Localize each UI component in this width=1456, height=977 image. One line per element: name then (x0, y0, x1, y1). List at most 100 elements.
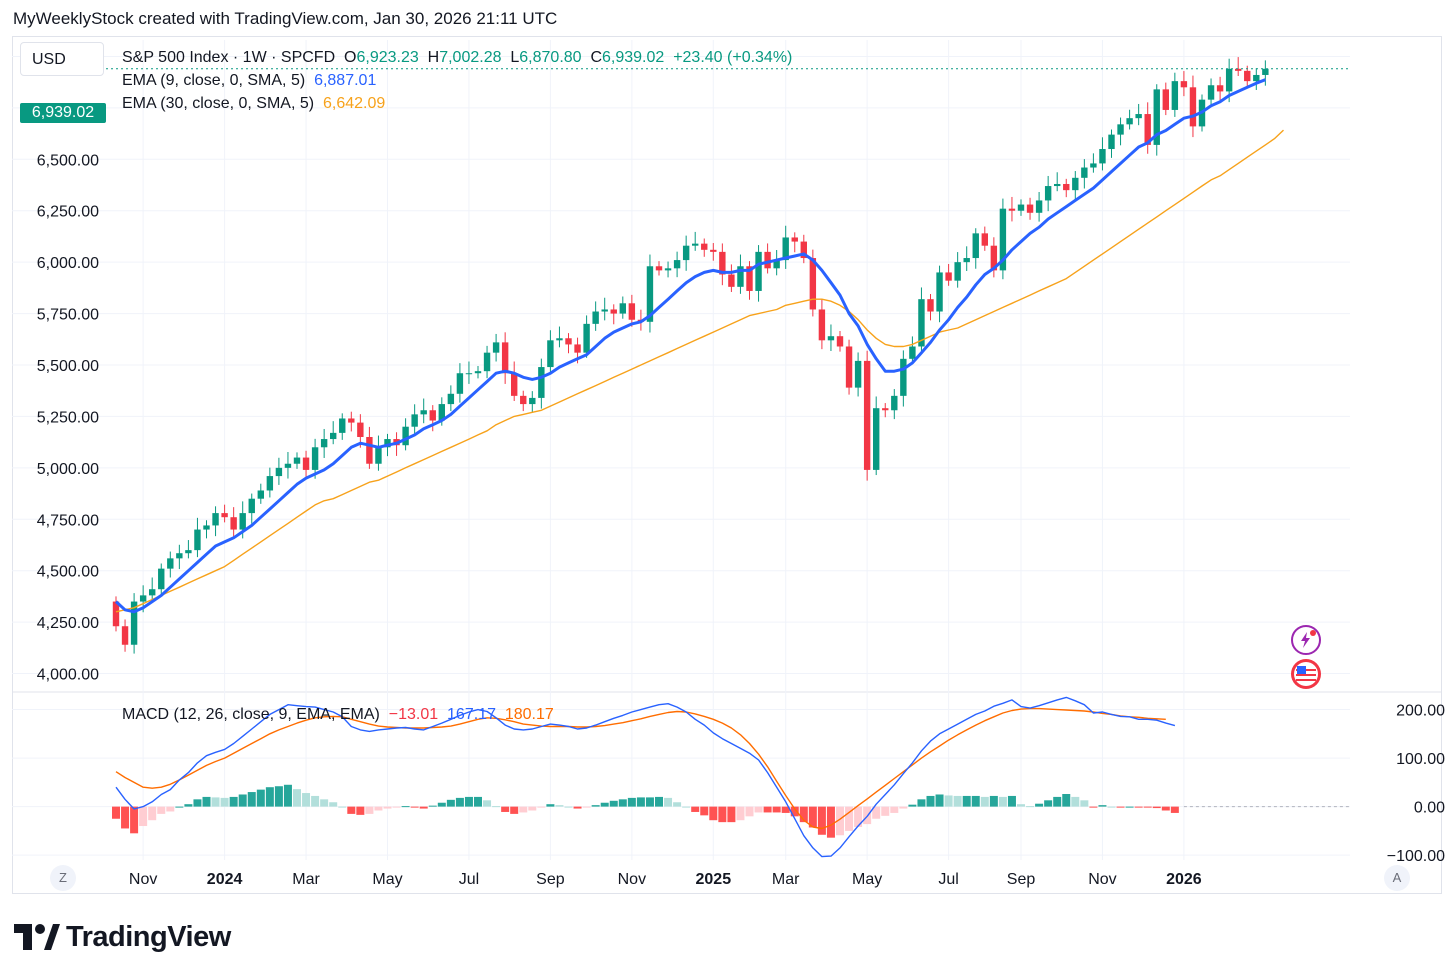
candle-body[interactable] (1180, 81, 1188, 88)
candle-body[interactable] (339, 418, 346, 433)
candle-body[interactable] (891, 395, 898, 411)
candle-body[interactable] (574, 344, 581, 353)
zoom-reset-button[interactable]: Z (50, 865, 76, 891)
candle-body[interactable] (999, 208, 1007, 271)
candle-body[interactable] (456, 373, 464, 394)
candle-body[interactable] (1090, 163, 1097, 168)
candle-body[interactable] (230, 517, 237, 530)
candle-body[interactable] (149, 589, 156, 596)
candle-body[interactable] (773, 260, 780, 269)
candle-body[interactable] (257, 490, 264, 499)
candle-body[interactable] (764, 251, 771, 269)
candle-body[interactable] (1026, 204, 1034, 213)
us-flag-event-icon[interactable] (1291, 659, 1321, 689)
candle-body[interactable] (538, 367, 545, 398)
candle-body[interactable] (176, 553, 183, 559)
candle-body[interactable] (746, 266, 753, 291)
candle-body[interactable] (664, 268, 672, 271)
candle-body[interactable] (990, 245, 998, 271)
candle-body[interactable] (565, 338, 572, 345)
candle-body[interactable] (619, 303, 626, 314)
candle-body[interactable] (239, 513, 246, 530)
candle-body[interactable] (918, 299, 925, 347)
candle-body[interactable] (511, 373, 518, 396)
candle-body[interactable] (1117, 124, 1124, 135)
candle-body[interactable] (1162, 89, 1169, 110)
candle-body[interactable] (366, 436, 373, 464)
candle-body[interactable] (357, 422, 364, 437)
candle-body[interactable] (1099, 149, 1106, 164)
candle-body[interactable] (293, 457, 301, 464)
candle-body[interactable] (167, 558, 174, 569)
ema9-legend[interactable]: EMA (9, close, 0, SMA, 5) 6,887.01 (122, 72, 376, 90)
lightning-event-icon[interactable] (1291, 625, 1321, 655)
candle-body[interactable] (438, 404, 445, 421)
candle-body[interactable] (719, 251, 726, 275)
candle-body[interactable] (275, 467, 283, 477)
candle-body[interactable] (492, 342, 500, 353)
candle-body[interactable] (873, 408, 880, 470)
candle-body[interactable] (221, 513, 228, 518)
candle-body[interactable] (1144, 114, 1151, 145)
candle-body[interactable] (782, 237, 789, 261)
candle-body[interactable] (474, 371, 482, 374)
macd-legend[interactable]: MACD (12, 26, close, 9, EMA, EMA) −13.01… (122, 706, 554, 724)
candle-body[interactable] (818, 309, 826, 341)
candle-body[interactable] (1008, 208, 1016, 211)
candle-body[interactable] (1244, 70, 1251, 82)
candle-body[interactable] (728, 274, 735, 287)
candle-body[interactable] (1235, 68, 1242, 71)
candle-body[interactable] (900, 358, 907, 396)
candle-body[interactable] (402, 426, 409, 446)
candle-body[interactable] (1044, 186, 1052, 201)
candle-body[interactable] (1153, 89, 1160, 145)
candle-body[interactable] (1253, 74, 1260, 82)
candle-body[interactable] (483, 352, 491, 372)
ema30-legend[interactable]: EMA (30, close, 0, SMA, 5) 6,642.09 (122, 95, 385, 113)
candle-body[interactable] (556, 338, 563, 341)
candle-body[interactable] (375, 447, 382, 464)
candle-body[interactable] (1072, 177, 1079, 191)
candle-body[interactable] (646, 266, 654, 322)
candle-body[interactable] (673, 260, 681, 269)
candle-body[interactable] (682, 245, 690, 261)
candle-body[interactable] (1189, 87, 1197, 127)
candle-body[interactable] (692, 243, 699, 246)
candle-body[interactable] (1017, 204, 1025, 211)
candle-body[interactable] (266, 476, 274, 491)
candle-body[interactable] (1207, 85, 1215, 100)
candle-body[interactable] (755, 251, 762, 291)
candle-body[interactable] (963, 258, 970, 263)
candle-body[interactable] (592, 311, 599, 324)
candle-body[interactable] (529, 397, 536, 405)
candle-body[interactable] (348, 418, 355, 423)
candle-body[interactable] (130, 601, 138, 645)
candle-body[interactable] (800, 241, 807, 259)
candle-body[interactable] (1126, 118, 1133, 125)
candle-body[interactable] (845, 346, 853, 388)
candle-body[interactable] (302, 457, 310, 470)
candle-body[interactable] (1081, 167, 1088, 178)
candle-body[interactable] (927, 299, 934, 312)
candle-body[interactable] (610, 309, 617, 314)
candle-body[interactable] (501, 342, 509, 374)
candle-body[interactable] (936, 272, 943, 312)
candle-body[interactable] (863, 360, 871, 470)
candle-body[interactable] (429, 410, 436, 421)
candle-body[interactable] (827, 336, 835, 341)
candle-body[interactable] (330, 432, 337, 440)
currency-selector[interactable]: USD (20, 42, 104, 76)
candle-body[interactable] (411, 414, 418, 427)
candle-body[interactable] (836, 336, 844, 347)
candle-body[interactable] (583, 323, 590, 353)
candle-body[interactable] (701, 243, 708, 250)
candle-body[interactable] (203, 525, 210, 530)
candle-body[interactable] (194, 529, 201, 551)
candle-body[interactable] (1035, 200, 1043, 213)
candle-body[interactable] (1171, 81, 1179, 110)
candle-body[interactable] (1135, 114, 1142, 119)
candle-body[interactable] (121, 626, 129, 645)
candle-body[interactable] (601, 309, 608, 312)
candle-body[interactable] (248, 498, 255, 514)
candle-body[interactable] (1108, 134, 1115, 150)
